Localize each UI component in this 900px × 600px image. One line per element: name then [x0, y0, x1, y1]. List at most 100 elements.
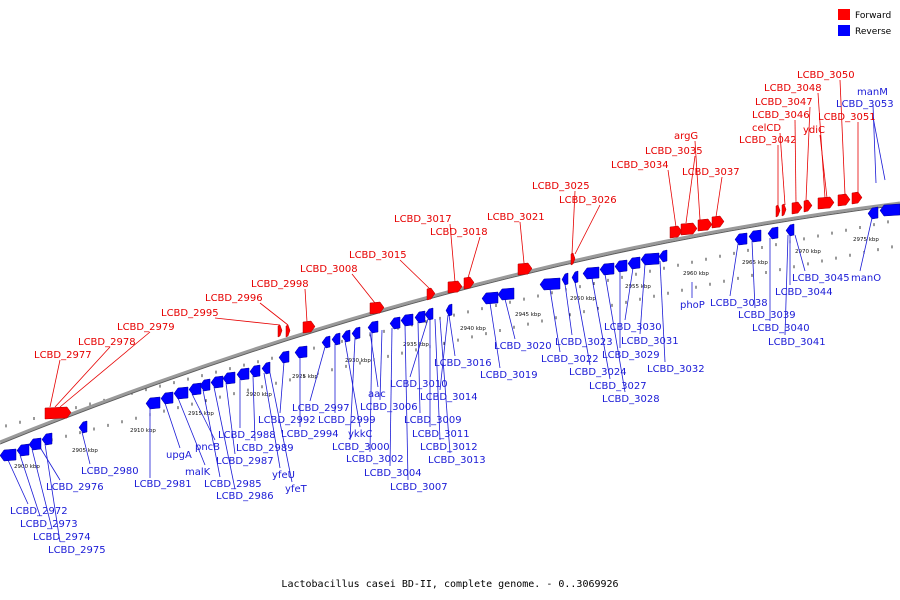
tick-layer: 2900 kbp 2905 kbp 2910 kbp 2915 kbp 2920 kbp…	[5, 220, 893, 470]
forward-gene[interactable]	[44, 406, 72, 420]
reverse-gene[interactable]	[539, 277, 561, 291]
reverse-gene-label: LCBD_2976	[46, 482, 104, 493]
forward-gene[interactable]	[817, 196, 835, 210]
leader-line	[779, 132, 786, 206]
reverse-gene-label: LCBD_3011	[412, 429, 470, 440]
reverse-gene[interactable]	[867, 206, 879, 220]
forward-gene[interactable]	[669, 225, 683, 239]
leader-line	[434, 318, 441, 441]
reverse-gene[interactable]	[341, 329, 351, 343]
reverse-gene[interactable]	[278, 350, 290, 364]
reverse-gene[interactable]	[321, 335, 331, 349]
reverse-gene[interactable]	[236, 367, 250, 381]
forward-gene-label: LCBD_3046	[752, 110, 810, 121]
reverse-gene[interactable]	[582, 266, 600, 280]
leader-line	[624, 267, 634, 321]
tick-label: 2905 kbp	[72, 448, 98, 454]
forward-gene[interactable]	[277, 324, 283, 338]
reverse-gene[interactable]	[400, 313, 414, 327]
reverse-gene-label: LCBD_3031	[621, 336, 679, 347]
leader-line	[571, 190, 576, 255]
forward-gene[interactable]	[285, 324, 291, 338]
reverse-gene[interactable]	[599, 262, 615, 276]
reverse-gene-label: LCBD_3044	[775, 287, 833, 298]
reverse-gene-label: LCBD_3023	[555, 337, 613, 348]
leader-line	[805, 106, 811, 202]
reverse-gene[interactable]	[331, 332, 341, 346]
reverse-gene-label: yfeU	[272, 470, 295, 481]
leader-line	[369, 331, 379, 388]
forward-gene[interactable]	[369, 301, 385, 315]
tick-label: 2910 kbp	[130, 428, 156, 434]
leader-line	[409, 318, 429, 378]
reverse-gene-label: ykkC	[348, 429, 373, 440]
forward-gene[interactable]	[837, 193, 851, 207]
forward-gene[interactable]	[791, 201, 803, 215]
reverse-gene[interactable]	[445, 303, 453, 317]
reverse-gene[interactable]	[188, 382, 202, 396]
forward-gene[interactable]	[426, 287, 436, 301]
forward-gene[interactable]	[803, 199, 813, 213]
reverse-gene[interactable]	[249, 364, 261, 378]
leader-line	[263, 372, 281, 469]
reverse-gene[interactable]	[0, 448, 17, 462]
reverse-gene[interactable]	[785, 223, 795, 237]
reverse-gene[interactable]	[734, 232, 748, 246]
leader-line	[784, 234, 789, 336]
leader-line	[49, 359, 61, 408]
reverse-gene[interactable]	[658, 249, 668, 263]
reverse-gene[interactable]	[414, 310, 426, 324]
reverse-gene[interactable]	[210, 375, 224, 389]
legend-reverse-swatch	[838, 25, 850, 36]
reverse-gene[interactable]	[614, 259, 628, 273]
reverse-gene[interactable]	[261, 361, 271, 375]
reverse-gene[interactable]	[199, 378, 211, 392]
forward-gene[interactable]	[851, 191, 863, 205]
reverse-gene[interactable]	[222, 371, 236, 385]
forward-gene[interactable]	[302, 320, 316, 334]
reverse-gene[interactable]	[78, 420, 88, 434]
reverse-gene[interactable]	[389, 316, 401, 330]
reverse-gene[interactable]	[571, 270, 579, 284]
forward-gene-label: LCBD_3026	[559, 195, 617, 206]
reverse-gene[interactable]	[16, 443, 30, 457]
tick-label: 2965 kbp	[742, 260, 768, 266]
leader-line	[504, 298, 516, 340]
forward-gene[interactable]	[517, 262, 533, 276]
reverse-gene[interactable]	[424, 307, 434, 321]
tick-label: 2925 kbp	[292, 374, 318, 380]
forward-gene[interactable]	[463, 276, 475, 290]
reverse-gene[interactable]	[497, 287, 515, 301]
reverse-gene[interactable]	[173, 386, 189, 400]
reverse-gene[interactable]	[640, 252, 660, 266]
reverse-gene-label: LCBD_3024	[569, 367, 627, 378]
reverse-gene-label: LCBD_3020	[494, 341, 552, 352]
forward-gene[interactable]	[711, 215, 725, 229]
forward-gene[interactable]	[680, 222, 698, 236]
reverse-gene[interactable]	[41, 432, 53, 446]
forward-gene[interactable]	[781, 203, 787, 217]
reverse-gene[interactable]	[145, 396, 161, 410]
reverse-gene[interactable]	[481, 291, 499, 305]
legend-forward-label: Forward	[855, 11, 891, 21]
reverse-gene-label: LCBD_2999	[318, 415, 376, 426]
reverse-gene[interactable]	[294, 345, 308, 359]
leader-line	[751, 240, 756, 309]
reverse-gene[interactable]	[28, 437, 42, 451]
reverse-gene-label: LCBD_3012	[420, 442, 478, 453]
forward-gene[interactable]	[775, 204, 781, 218]
reverse-gene[interactable]	[627, 256, 641, 270]
forward-gene[interactable]	[697, 218, 713, 232]
reverse-gene[interactable]	[879, 203, 900, 217]
forward-gene[interactable]	[570, 252, 576, 266]
reverse-gene[interactable]	[561, 272, 569, 286]
reverse-gene[interactable]	[351, 326, 361, 340]
leader-line	[269, 372, 293, 483]
reverse-gene[interactable]	[748, 229, 762, 243]
reverse-gene[interactable]	[767, 226, 779, 240]
leader-line	[667, 169, 677, 228]
forward-gene[interactable]	[447, 280, 463, 294]
reverse-gene[interactable]	[367, 320, 379, 334]
reverse-gene[interactable]	[160, 391, 174, 405]
reverse-gene-label: LCBD_3019	[480, 370, 538, 381]
